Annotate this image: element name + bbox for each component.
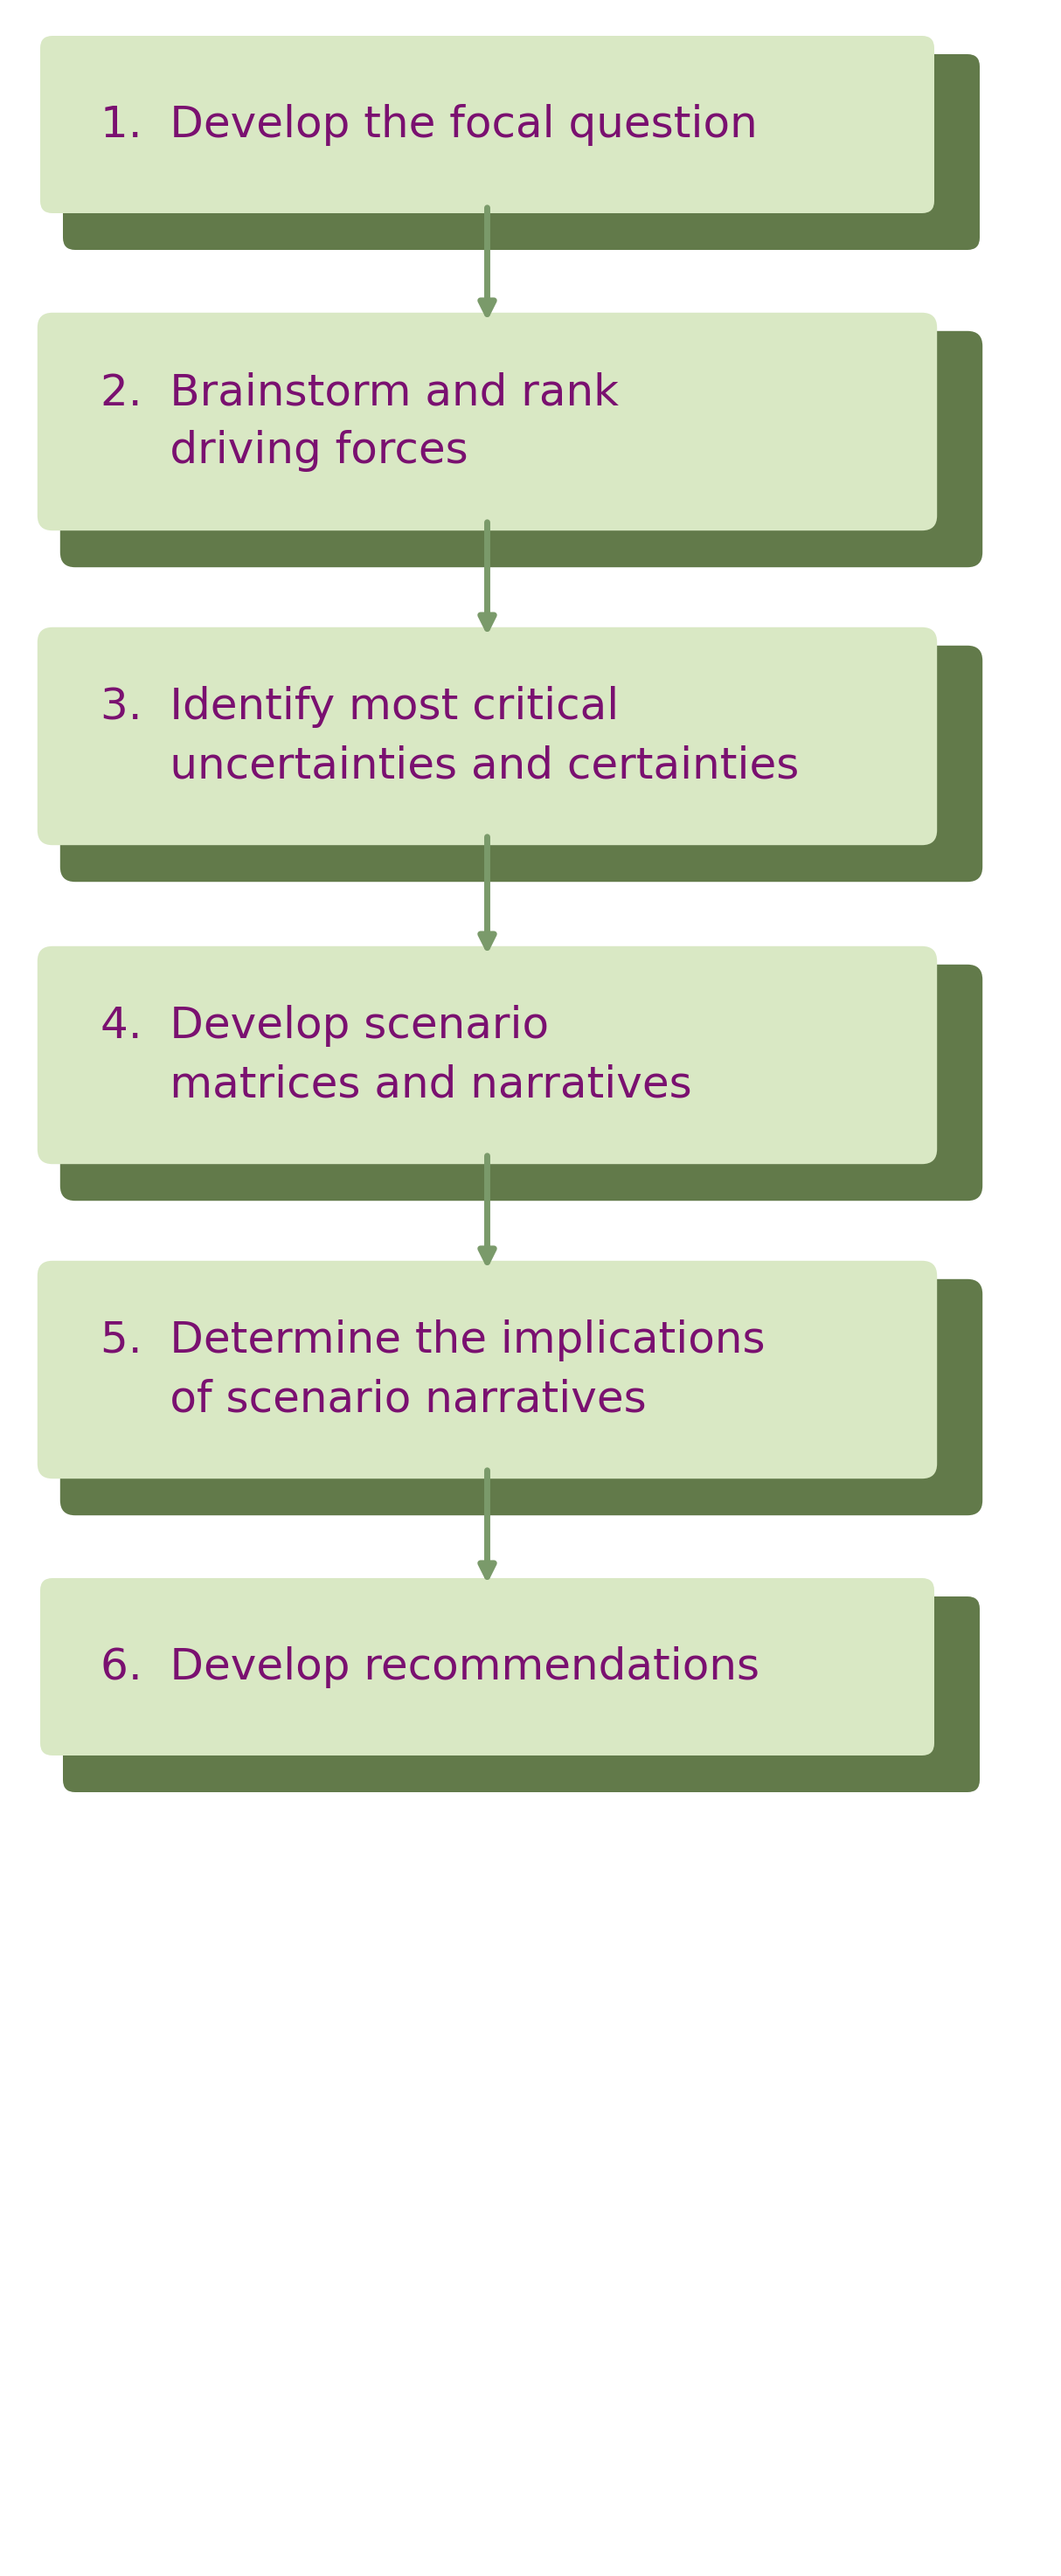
FancyBboxPatch shape [40, 1579, 935, 1754]
Text: 3.  Identify most critical
     uncertainties and certainties: 3. Identify most critical uncertainties … [101, 685, 799, 786]
Text: 2.  Brainstorm and rank
     driving forces: 2. Brainstorm and rank driving forces [101, 371, 619, 471]
FancyBboxPatch shape [37, 945, 937, 1164]
FancyBboxPatch shape [63, 1597, 979, 1793]
FancyBboxPatch shape [60, 647, 982, 881]
FancyBboxPatch shape [40, 36, 935, 214]
FancyBboxPatch shape [63, 54, 979, 250]
FancyBboxPatch shape [60, 963, 982, 1200]
FancyBboxPatch shape [37, 1260, 937, 1479]
Text: 6.  Develop recommendations: 6. Develop recommendations [101, 1646, 760, 1687]
FancyBboxPatch shape [37, 312, 937, 531]
Text: 5.  Determine the implications
     of scenario narratives: 5. Determine the implications of scenari… [101, 1319, 765, 1419]
FancyBboxPatch shape [37, 626, 937, 845]
FancyBboxPatch shape [60, 1280, 982, 1515]
Text: 1.  Develop the focal question: 1. Develop the focal question [101, 103, 758, 144]
Text: 4.  Develop scenario
     matrices and narratives: 4. Develop scenario matrices and narrati… [101, 1005, 692, 1105]
FancyBboxPatch shape [60, 330, 982, 567]
